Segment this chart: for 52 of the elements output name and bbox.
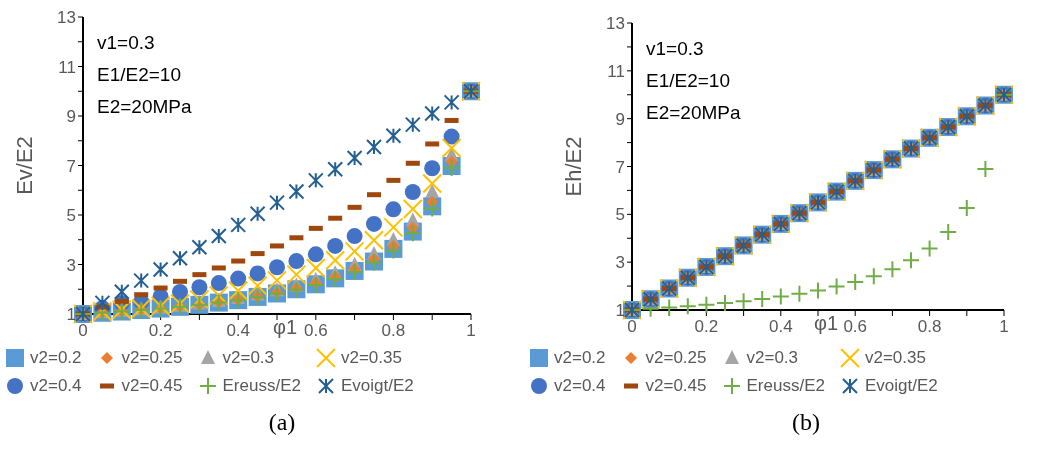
y-tick-label: 3 [615, 253, 625, 273]
legend-label: Evoigt/E2 [864, 376, 938, 396]
legend-label: v2=0.4 [30, 376, 82, 396]
annotation: E1/E2=10 [97, 63, 182, 87]
x-tick-label: 0.2 [148, 321, 173, 341]
x-tick-label: 0 [78, 321, 88, 341]
x-tick-label: 1 [466, 321, 476, 341]
text: (b) [791, 409, 821, 436]
legend-label: v2=0.25 [645, 348, 707, 368]
legend-label: v2=0.4 [554, 376, 606, 396]
y-tick-label: 13 [57, 8, 76, 28]
y-tick-label: 5 [615, 205, 625, 225]
annotation: v1=0.3 [97, 31, 156, 55]
x-tick-label: 0 [627, 317, 637, 337]
text: (a) [267, 409, 297, 436]
y-tick-label: 7 [615, 157, 625, 177]
legend-label: v2=0.3 [746, 348, 799, 368]
y-tick-label: 13 [606, 14, 625, 34]
x-tick-label: 0.6 [303, 321, 328, 341]
legend-label: Ereuss/E2 [746, 376, 825, 396]
legend-label: v2=0.35 [340, 348, 402, 368]
y-tick-label: 7 [66, 156, 76, 176]
x-tick-label: 0.2 [694, 317, 719, 337]
y-axis-title: Eh/E2 [560, 136, 586, 197]
legend-label: v2=0.45 [645, 376, 707, 396]
x-tick-label: 0.4 [768, 317, 793, 337]
annotation: E2=20MPa [97, 95, 192, 119]
annotation: v1=0.3 [646, 37, 705, 61]
legend-label: v2=0.25 [121, 348, 183, 368]
x-tick-label: 0.8 [381, 321, 406, 341]
y-axis-title: Ev/E2 [11, 136, 37, 195]
x-tick-label: 1 [999, 317, 1009, 337]
legend-label: v2=0.2 [554, 348, 606, 368]
legend-label: v2=0.45 [121, 376, 183, 396]
legend-label: Ereuss/E2 [222, 376, 301, 396]
y-tick-label: 3 [66, 255, 76, 275]
y-tick-label: 9 [66, 107, 76, 127]
y-tick-label: 5 [66, 206, 76, 226]
legend-label: v2=0.2 [30, 348, 82, 368]
legend-label: v2=0.3 [222, 348, 275, 368]
x-axis-title: φ1 [272, 316, 298, 339]
annotation: E1/E2=10 [646, 69, 731, 93]
x-tick-label: 0.8 [917, 317, 942, 337]
y-tick-label: 9 [615, 109, 625, 129]
legend-label: v2=0.35 [864, 348, 926, 368]
annotation: E2=20MPa [646, 101, 741, 125]
x-tick-label: 0.6 [843, 317, 868, 337]
x-axis-title: φ1 [813, 312, 839, 335]
legend-label: Evoigt/E2 [340, 376, 414, 396]
x-tick-label: 0.4 [226, 321, 251, 341]
y-tick-label: 11 [58, 57, 76, 77]
y-tick-label: 11 [607, 61, 625, 81]
